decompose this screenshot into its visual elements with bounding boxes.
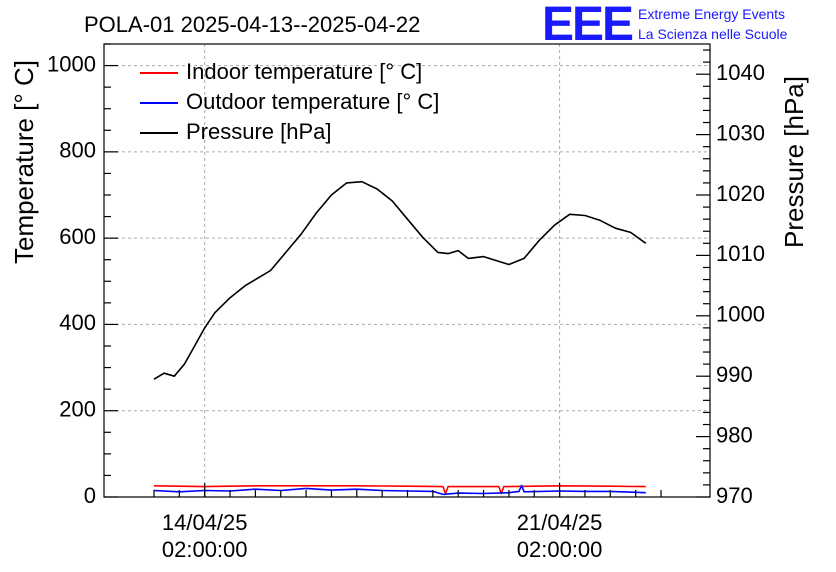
x-tick-label-date: 14/04/25 [162,510,248,535]
tick-labels: 0 200 400 600 800 1000 970 980 990 1000 1010 1020 10… [47,51,765,562]
logo-line-1: Extreme Energy Events [638,6,785,22]
y2-tick-label: 980 [716,422,753,447]
legend-label-2: Pressure [hPa] [186,119,332,144]
logo-line-2: La Scienza nelle Scuole [638,26,788,42]
series-lines [153,180,647,496]
y2-tick-label: 1020 [716,181,765,206]
legend-label-0: Indoor temperature [° C] [186,59,422,84]
y-tick-label: 0 [84,483,96,508]
legend-label-1: Outdoor temperature [° C] [186,89,439,114]
x-tick-label-time: 02:00:00 [517,537,603,562]
y2-tick-label: 1030 [716,120,765,145]
y-tick-label: 1000 [47,51,96,76]
series-line-2 [153,180,647,380]
eee-logo: EEE Extreme Energy Events La Scienza nel… [542,0,788,51]
y2-tick-label: 1000 [716,302,765,327]
y2-tick-label: 1010 [716,241,765,266]
x-tick-label-time: 02:00:00 [162,537,248,562]
chart-title: POLA-01 2025-04-13--2025-04-22 [84,12,420,37]
y2-axis-title: Pressure [hPa] [779,76,809,248]
x-tick-label-date: 21/04/25 [517,510,603,535]
logo-mark: EEE [542,0,633,51]
y2-tick-label: 970 [716,483,753,508]
y-tick-label: 800 [59,138,96,163]
axis-ticks [104,43,710,498]
y2-tick-label: 990 [716,362,753,387]
series-line-0 [153,484,646,495]
y-axis-title: Temperature [° C] [9,60,39,264]
y-tick-label: 600 [59,224,96,249]
y-tick-label: 400 [59,310,96,335]
y2-tick-label: 1040 [716,60,765,85]
legend: Indoor temperature [° C] Outdoor temperat… [140,59,439,144]
y-tick-label: 200 [59,397,96,422]
